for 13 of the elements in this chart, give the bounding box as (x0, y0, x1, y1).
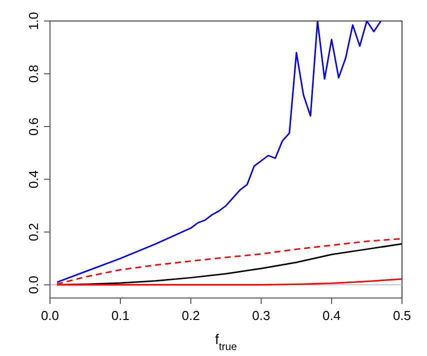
x-tick-label: 0.2 (182, 308, 200, 323)
y-tick-label: 0.2 (26, 223, 41, 242)
y-tick-label: 0.8 (26, 64, 41, 83)
x-tick-label: 0.4 (322, 308, 341, 323)
x-tick-label: 0.5 (392, 308, 412, 323)
y-tick-label: 1.0 (26, 12, 41, 30)
x-tick-label: 0.1 (111, 308, 130, 323)
y-tick-label: 0.4 (26, 170, 41, 188)
x-axis-title: f$_{true}$ (215, 331, 238, 353)
y-tick-label: 0.6 (26, 117, 41, 136)
x-tick-label: 0.0 (40, 308, 60, 323)
y-tick-label: 0.0 (26, 276, 41, 294)
x-tick-label: 0.3 (252, 308, 270, 323)
